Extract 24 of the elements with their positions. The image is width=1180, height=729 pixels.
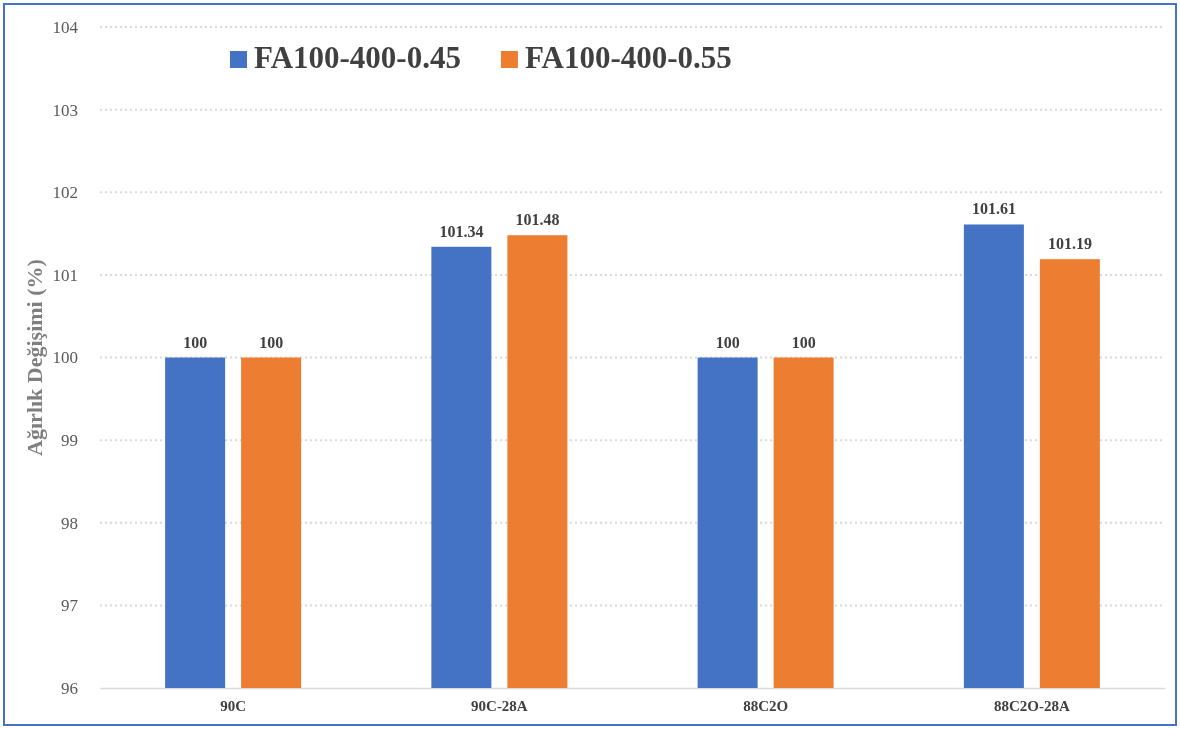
x-tick-label: 88C2O bbox=[743, 697, 789, 714]
data-label: 100 bbox=[259, 333, 284, 351]
x-tick-label: 88C2O-28A bbox=[993, 697, 1070, 714]
data-label: 101.61 bbox=[971, 200, 1016, 218]
y-tick-label: 102 bbox=[52, 183, 78, 203]
y-tick-label: 101 bbox=[52, 265, 78, 285]
data-label: 101.34 bbox=[439, 222, 484, 240]
legend-label: FA100-400-0.45 bbox=[254, 40, 461, 75]
data-label: 101.48 bbox=[515, 211, 560, 229]
data-label: 101.19 bbox=[1047, 235, 1092, 253]
y-tick-label: 97 bbox=[61, 596, 79, 616]
x-tick-label: 90C bbox=[220, 697, 247, 714]
legend-label: FA100-400-0.55 bbox=[524, 40, 732, 75]
y-tick-label: 103 bbox=[52, 100, 78, 120]
y-tick-label: 104 bbox=[52, 17, 79, 37]
data-label: 100 bbox=[183, 333, 208, 351]
data-label: 100 bbox=[715, 333, 740, 351]
y-tick-label: 100 bbox=[52, 348, 78, 368]
y-tick-label: 96 bbox=[61, 678, 78, 698]
data-label: 100 bbox=[791, 333, 816, 351]
x-tick-label: 90C-28A bbox=[471, 697, 528, 714]
y-axis-title: Ağırlık Değişimi (%) bbox=[22, 259, 47, 456]
y-tick-label: 98 bbox=[61, 513, 78, 533]
y-tick-label: 99 bbox=[61, 431, 78, 451]
